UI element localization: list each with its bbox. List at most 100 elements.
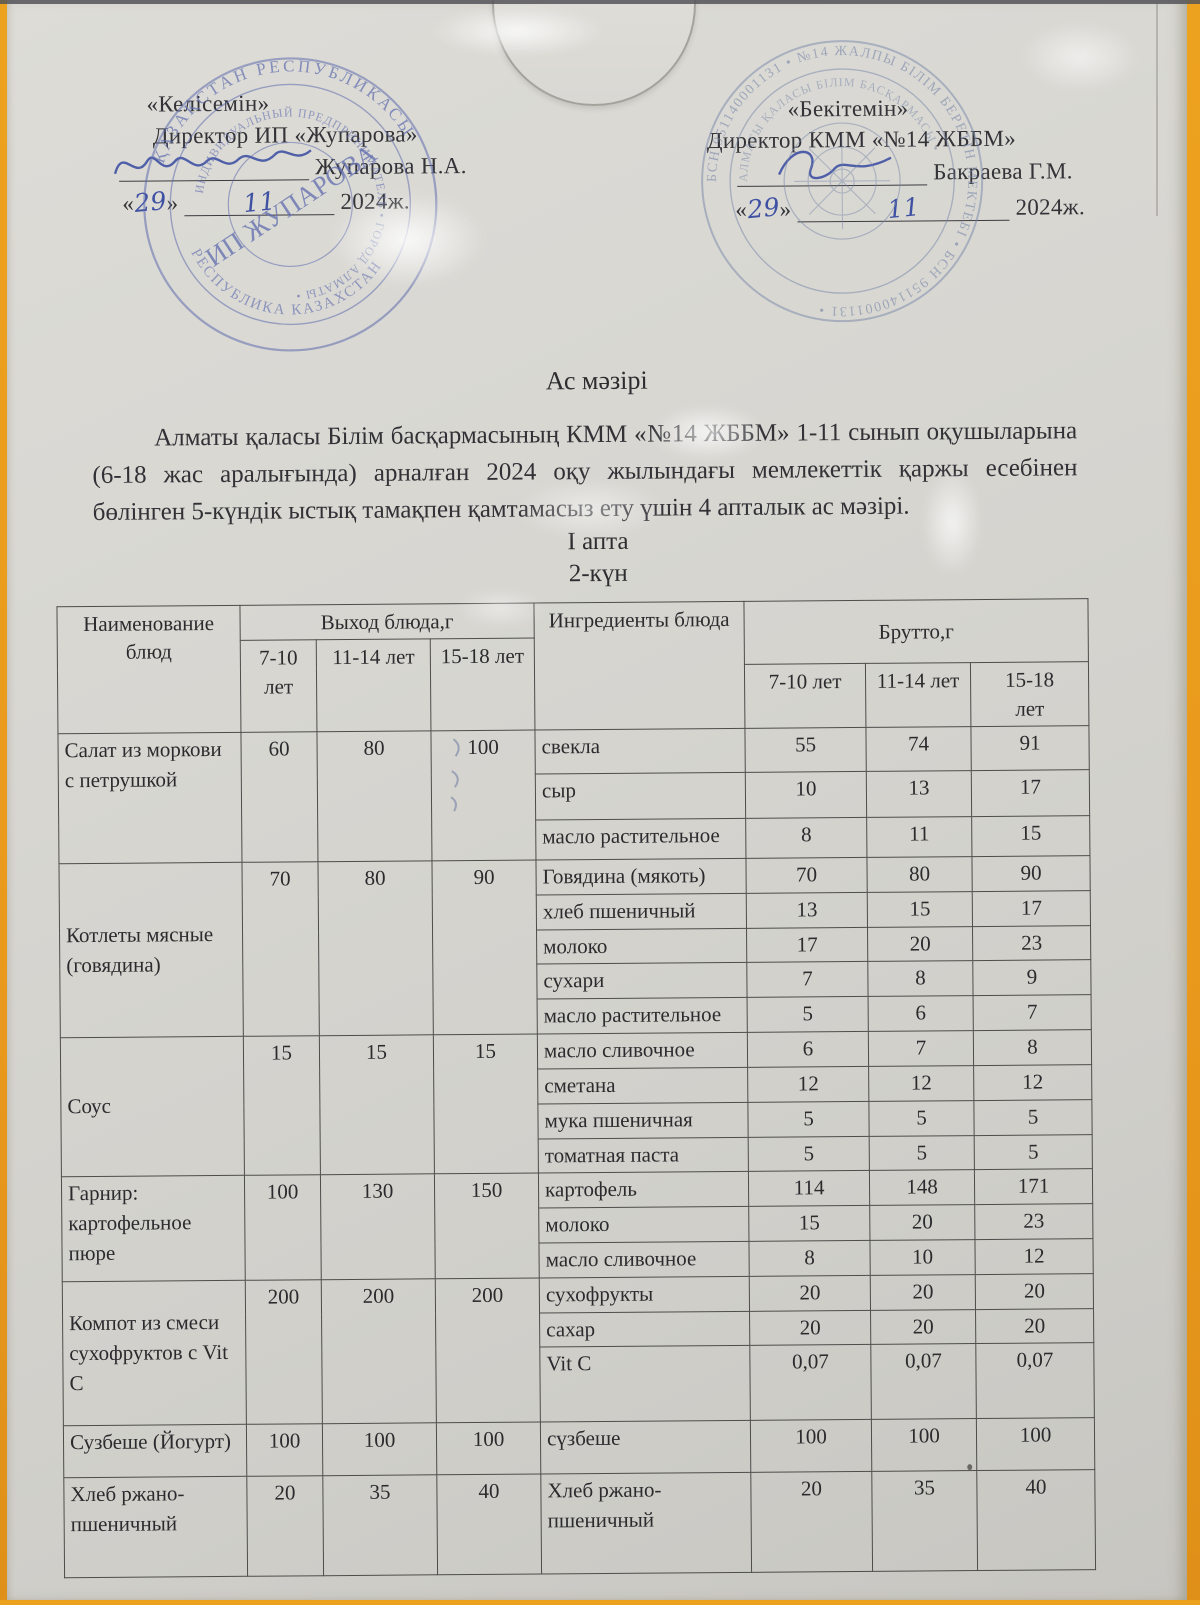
brutto-value-cell: 5: [868, 1100, 975, 1136]
right-signature-line: Бакраева Г.М.: [736, 150, 1073, 187]
menu-table: Наименование блюд Выход блюда,г Ингредие…: [56, 598, 1096, 1579]
portion-value-cell: 15: [319, 1034, 435, 1176]
ingredient-name-cell: хлеб пшеничный: [536, 893, 747, 930]
svg-text:АЛМАТЫ ҚАЛАСЫ БІЛІМ БАСҚАРМАСЫ: АЛМАТЫ ҚАЛАСЫ БІЛІМ БАСҚАРМАСЫ •: [735, 74, 943, 182]
left-round-stamp-icon: ҚАЗАҚСТАН РЕСПУБЛИКАСЫ РЕСПУБЛИКА КАЗАХС…: [143, 55, 438, 352]
dish-name-cell: Котлеты мясные (говядина): [58, 862, 244, 1038]
paper-speck: [967, 1464, 973, 1471]
dish-name-cell: Хлеб ржано-пшеничный: [63, 1476, 248, 1579]
left-stamp-ring-top: ҚАЗАҚСТАН РЕСПУБЛИКАСЫ: [148, 55, 419, 165]
brutto-value-cell: 8: [745, 817, 867, 859]
brutto-value-cell: 20: [867, 926, 973, 962]
brutto-value-cell: 11: [866, 816, 972, 858]
portion-value-cell: 130: [320, 1174, 436, 1280]
left-stamp-center-text: ИП ЖУПАРОВА: [200, 138, 382, 273]
ingredient-name-cell: сухофрукты: [539, 1276, 750, 1313]
col-group-brutto: Брутто,г: [743, 598, 1089, 665]
brutto-value-cell: 17: [971, 769, 1090, 817]
brutto-value-cell: 91: [970, 725, 1090, 771]
portion-value-cell: 100: [322, 1423, 437, 1477]
left-signature-underline: [113, 149, 312, 182]
brutto-value-cell: 5: [747, 1101, 870, 1137]
sleeve-edge: [1156, 4, 1158, 216]
ingredient-name-cell: свекла: [534, 728, 746, 775]
portion-value-cell: 35: [322, 1475, 438, 1577]
brutto-value-cell: 8: [973, 1029, 1092, 1066]
brutto-value-cell: 8: [749, 1240, 871, 1277]
brutto-value-cell: 13: [866, 770, 972, 818]
left-signature-scribble: [113, 149, 312, 175]
brutto-value-cell: 5: [747, 996, 869, 1033]
portion-value-cell: 80: [316, 730, 432, 862]
brutto-value-cell: 148: [869, 1169, 975, 1206]
brutto-value-cell: 20: [749, 1275, 871, 1311]
col-header-output-age-2: 11-14 лет: [316, 639, 431, 732]
portion-value-cell: 100: [244, 1175, 322, 1281]
ingredient-name-cell: сухари: [536, 962, 748, 1000]
brutto-value-cell: 74: [865, 726, 972, 772]
brutto-value-cell: 90: [971, 855, 1091, 892]
portion-value-cell: 60: [240, 731, 318, 863]
col-header-output-age-1: 7-10 лет: [240, 640, 317, 733]
brutto-value-cell: 5: [974, 1134, 1093, 1170]
svg-text:ҚАЗАҚСТАН РЕСПУБЛИКАСЫ: ҚАЗАҚСТАН РЕСПУБЛИКАСЫ: [148, 55, 419, 165]
brutto-value-cell: 20: [749, 1309, 871, 1346]
right-year: 2024ж.: [1015, 194, 1086, 220]
ingredient-name-cell: молоко: [536, 928, 747, 965]
brutto-value-cell: 10: [745, 771, 867, 819]
brutto-value-cell: 15: [748, 1205, 870, 1242]
brutto-value-cell: 20: [975, 1273, 1094, 1310]
right-signature-scribble: [777, 150, 892, 180]
ingredient-name-cell: масло растительное: [535, 818, 746, 861]
ingredient-name-cell: масло сливочное: [537, 1032, 748, 1069]
portion-value-cell: 100: [436, 1422, 541, 1476]
ingredient-name-cell: сүзбеше: [540, 1420, 751, 1475]
brutto-value-cell: 100: [750, 1419, 872, 1473]
pen-mark: [450, 738, 460, 812]
intro-paragraph: Алматы қаласы Білім басқармасының КММ «№…: [92, 417, 1078, 526]
day-label: 2-күн: [568, 559, 628, 588]
portion-value-cell: 15: [243, 1035, 321, 1176]
document-title: Ас мәзірі: [545, 365, 648, 396]
brutto-value-cell: 100: [976, 1418, 1095, 1471]
ingredient-name-cell: томатная паста: [538, 1136, 749, 1174]
brutto-value-cell: 35: [871, 1470, 978, 1572]
portion-value-cell: 20: [246, 1476, 324, 1577]
paper-sheet: [7, 0, 1187, 1600]
brutto-value-cell: 23: [974, 1203, 1093, 1240]
brutto-value-cell: 15: [867, 891, 973, 928]
brutto-value-cell: 12: [868, 1065, 974, 1102]
col-header-brutto-age-3: 15-18 лет: [970, 662, 1089, 727]
portion-value-cell: 200: [245, 1279, 323, 1425]
portion-value-cell: 70: [241, 861, 320, 1037]
brutto-value-cell: 20: [869, 1204, 975, 1241]
ingredient-name-cell: Хлеб ржано-пшеничный: [540, 1472, 752, 1575]
ingredient-name-cell: масло растительное: [537, 997, 748, 1035]
col-group-output: Выход блюда,г: [239, 603, 535, 641]
brutto-value-cell: 7: [746, 961, 869, 998]
brutto-value-cell: 17: [746, 927, 868, 963]
ingredient-name-cell: сахар: [539, 1310, 750, 1348]
brutto-value-cell: 20: [870, 1274, 976, 1310]
dish-name-cell: Компот из смеси сухофруктов с Vit C: [62, 1280, 247, 1427]
right-stamp-ring-inner: АЛМАТЫ ҚАЛАСЫ БІЛІМ БАСҚАРМАСЫ •: [735, 74, 943, 182]
brutto-value-cell: 5: [869, 1135, 975, 1171]
portion-value-cell: 150: [434, 1173, 540, 1279]
brutto-value-cell: 12: [747, 1066, 869, 1103]
brutto-value-cell: 0,07: [870, 1343, 977, 1420]
brutto-value-cell: 8: [867, 961, 974, 997]
brutto-value-cell: 5: [973, 1099, 1093, 1136]
brutto-value-cell: 100: [871, 1418, 977, 1472]
portion-value-cell: 200: [435, 1277, 541, 1424]
left-signature-line: Жупарова Н.А.: [113, 149, 467, 182]
brutto-value-cell: 5: [748, 1135, 870, 1172]
brutto-value-cell: 10: [869, 1239, 976, 1276]
brutto-value-cell: 171: [974, 1168, 1093, 1205]
brutto-value-cell: 12: [973, 1064, 1092, 1101]
col-header-brutto-age-2: 11-14 лет: [865, 662, 971, 728]
portion-value-cell: 40: [436, 1474, 542, 1576]
brutto-value-cell: 15: [971, 815, 1090, 857]
col-header-ingredients: Ингредиенты блюда: [533, 601, 745, 731]
portion-value-cell: 200: [321, 1278, 437, 1425]
